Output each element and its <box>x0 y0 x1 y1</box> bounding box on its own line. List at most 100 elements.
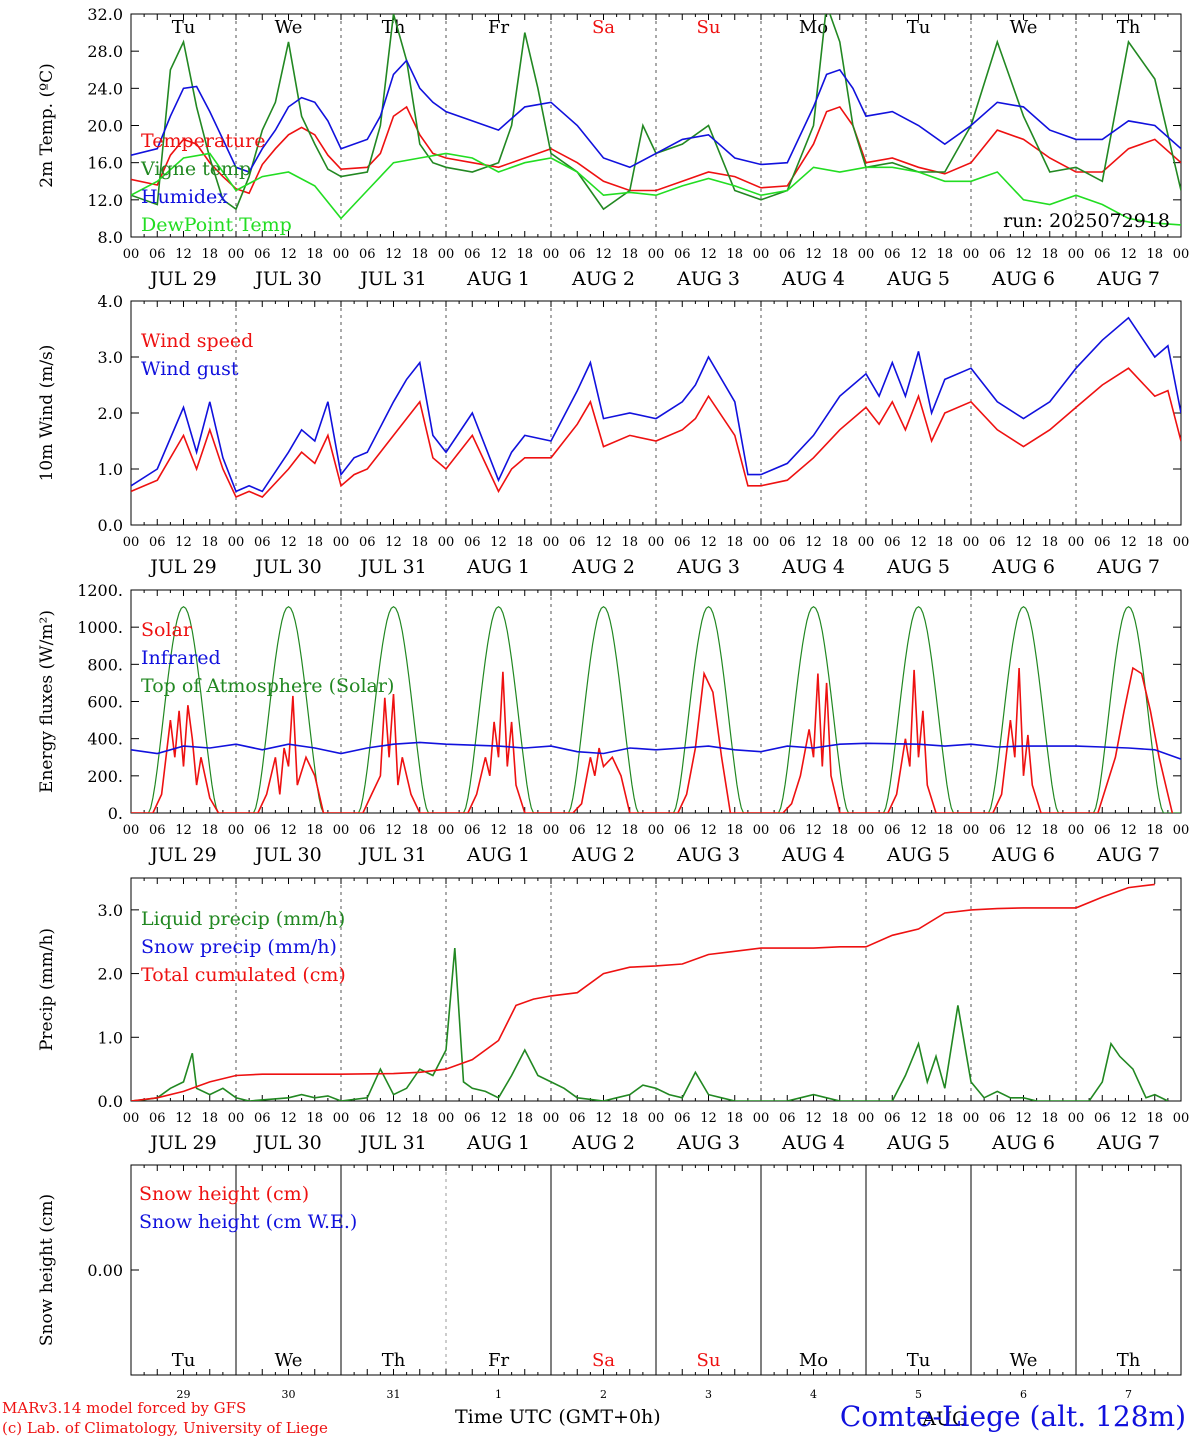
y-tick-label: 12.0 <box>87 191 123 210</box>
hour-label: 00 <box>333 247 350 262</box>
date-label: AUG 6 <box>991 1132 1055 1154</box>
hour-label: 00 <box>543 1111 560 1126</box>
hour-label: 12 <box>700 823 717 838</box>
hour-label: 18 <box>726 823 743 838</box>
hour-label: 12 <box>385 823 402 838</box>
day-number-label: 6 <box>1020 1388 1027 1401</box>
y-tick-label: 0.00 <box>87 1261 123 1280</box>
hour-label: 00 <box>858 535 875 550</box>
hour-label: 06 <box>779 1111 796 1126</box>
hour-label: 12 <box>385 535 402 550</box>
date-label: JUL 31 <box>358 556 426 578</box>
date-label: AUG 4 <box>781 844 845 866</box>
hour-label: 00 <box>123 247 140 262</box>
y-tick-label: 16.0 <box>87 154 123 173</box>
weekday-label: Fr <box>488 17 509 38</box>
hour-label: 00 <box>123 823 140 838</box>
hour-label: 06 <box>149 1111 166 1126</box>
weekday-label: Su <box>697 1350 721 1371</box>
lab-credit: (c) Lab. of Climatology, University of L… <box>2 1419 328 1437</box>
hour-label: 06 <box>569 247 586 262</box>
hour-label: 12 <box>280 247 297 262</box>
hour-label: 00 <box>858 823 875 838</box>
location-label: Comte-Liege (alt. 128m) <box>839 1400 1186 1433</box>
legend-entry: Infrared <box>141 647 221 669</box>
date-label: AUG 1 <box>466 268 530 290</box>
date-label: JUL 29 <box>148 1132 216 1154</box>
hour-label: 12 <box>175 535 192 550</box>
model-credit: MARv3.14 model forced by GFS <box>2 1399 247 1417</box>
date-label: AUG 6 <box>991 268 1055 290</box>
y-tick-label: 3.0 <box>98 348 123 367</box>
day-number-label: 4 <box>810 1388 817 1401</box>
hour-label: 18 <box>936 1111 953 1126</box>
hour-label: 00 <box>648 1111 665 1126</box>
hour-label: 06 <box>254 247 271 262</box>
weekday-label: We <box>275 1350 303 1371</box>
hour-label: 18 <box>201 823 218 838</box>
weekday-label: Tu <box>907 17 931 38</box>
date-label: AUG 5 <box>886 1132 950 1154</box>
hour-label: 06 <box>254 823 271 838</box>
hour-label: 06 <box>884 535 901 550</box>
hour-label: 06 <box>149 823 166 838</box>
hour-label: 12 <box>910 1111 927 1126</box>
series-total-cumulated-cm <box>131 883 1155 1101</box>
day-number-label: 30 <box>282 1388 296 1401</box>
legend-entry: Snow height (cm) <box>139 1183 309 1205</box>
day-number-label: 29 <box>177 1388 191 1401</box>
weekday-label: Th <box>382 1350 406 1371</box>
hour-label: 00 <box>1068 823 1085 838</box>
hour-label: 06 <box>989 247 1006 262</box>
hour-label: 00 <box>963 1111 980 1126</box>
hour-label: 00 <box>858 247 875 262</box>
hour-label: 06 <box>1094 535 1111 550</box>
hour-label: 18 <box>306 247 323 262</box>
hour-label: 12 <box>595 247 612 262</box>
weekday-label: Fr <box>488 1350 509 1371</box>
hour-label: 18 <box>621 247 638 262</box>
hour-label: 00 <box>228 823 245 838</box>
y-tick-label: 24.0 <box>87 79 123 98</box>
legend-entry: Liquid precip (mm/h) <box>141 908 345 930</box>
hour-label: 06 <box>884 1111 901 1126</box>
hour-label: 00 <box>333 823 350 838</box>
hour-label: 06 <box>779 823 796 838</box>
date-label: JUL 30 <box>253 1132 321 1154</box>
y-tick-label: 200. <box>87 767 123 786</box>
hour-label: 00 <box>438 823 455 838</box>
hour-label: 12 <box>805 823 822 838</box>
hour-label: 00 <box>543 247 560 262</box>
y-axis-label: Snow height (cm) <box>37 1194 57 1346</box>
hour-label: 06 <box>359 823 376 838</box>
hour-label: 00 <box>753 247 770 262</box>
date-label: AUG 2 <box>571 1132 635 1154</box>
date-label: AUG 3 <box>676 556 740 578</box>
date-label: AUG 7 <box>1096 268 1160 290</box>
hour-label: 00 <box>753 823 770 838</box>
weekday-label: Tu <box>172 17 196 38</box>
weekday-label: Mo <box>799 17 828 38</box>
hour-label: 06 <box>149 535 166 550</box>
date-label: AUG 3 <box>676 268 740 290</box>
hour-label: 06 <box>779 535 796 550</box>
hour-label: 00 <box>1068 247 1085 262</box>
hour-label: 12 <box>1120 247 1137 262</box>
hour-label: 12 <box>595 823 612 838</box>
hour-label: 18 <box>516 247 533 262</box>
hour-label: 06 <box>569 535 586 550</box>
date-label: AUG 1 <box>466 556 530 578</box>
hour-label: 06 <box>464 1111 481 1126</box>
hour-label: 12 <box>595 535 612 550</box>
hour-label: 00 <box>438 1111 455 1126</box>
series-infrared <box>131 741 1181 760</box>
hour-label: 00 <box>228 1111 245 1126</box>
date-label: JUL 31 <box>358 844 426 866</box>
legend-entry: Total cumulated (cm) <box>141 964 346 986</box>
hour-label: 12 <box>910 535 927 550</box>
weekday-label: Sa <box>592 17 615 38</box>
hour-label: 06 <box>989 535 1006 550</box>
time-axis-label: Time UTC (GMT+0h) <box>455 1406 661 1428</box>
hour-label: 06 <box>674 1111 691 1126</box>
hour-label: 18 <box>411 1111 428 1126</box>
